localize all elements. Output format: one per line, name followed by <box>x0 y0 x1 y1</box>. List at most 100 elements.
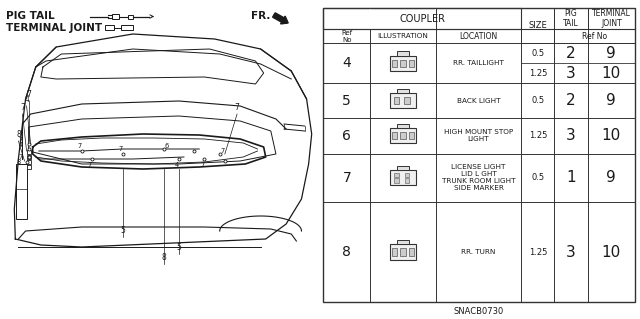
Text: 9: 9 <box>607 46 616 61</box>
Bar <box>17 164 27 219</box>
Text: 6: 6 <box>164 143 169 149</box>
Text: 7: 7 <box>19 137 22 143</box>
Text: 0.5: 0.5 <box>531 49 545 58</box>
Text: LOCATION: LOCATION <box>460 32 498 41</box>
Text: PIG
TAIL: PIG TAIL <box>563 9 579 28</box>
Bar <box>409 60 414 67</box>
Text: 0.5: 0.5 <box>531 173 545 182</box>
Text: COUPLER: COUPLER <box>399 14 445 24</box>
Text: 1.25: 1.25 <box>529 131 547 140</box>
Bar <box>390 170 417 185</box>
Bar <box>554 9 555 29</box>
Text: 8: 8 <box>342 245 351 259</box>
Text: Ref No: Ref No <box>582 32 607 41</box>
Text: 7: 7 <box>235 103 239 112</box>
Bar <box>397 89 409 93</box>
Bar <box>397 124 409 128</box>
Text: BACK LIGHT: BACK LIGHT <box>457 98 500 103</box>
Text: 7: 7 <box>200 162 204 168</box>
Bar <box>390 128 417 143</box>
Text: LICENSE LIGHT: LICENSE LIGHT <box>451 164 506 170</box>
Text: 6: 6 <box>342 129 351 143</box>
Text: RR. TURN: RR. TURN <box>461 249 496 255</box>
Text: 7: 7 <box>342 171 351 185</box>
Text: SNACB0730: SNACB0730 <box>454 307 504 316</box>
Text: 5: 5 <box>177 243 181 252</box>
Text: 4: 4 <box>342 56 351 70</box>
Text: 2: 2 <box>566 46 576 61</box>
Text: 3: 3 <box>566 128 576 143</box>
Text: 1: 1 <box>566 170 576 185</box>
Bar <box>397 166 409 170</box>
Text: 1.25: 1.25 <box>529 69 547 78</box>
Bar <box>397 240 409 244</box>
Bar <box>404 178 410 183</box>
Bar <box>394 173 399 177</box>
Text: 4: 4 <box>24 95 29 104</box>
Text: 7: 7 <box>118 146 123 152</box>
Text: 1.25: 1.25 <box>529 248 547 256</box>
Bar <box>323 8 522 29</box>
Text: 7: 7 <box>26 90 31 99</box>
Text: 9: 9 <box>607 93 616 108</box>
Text: 10: 10 <box>602 66 621 81</box>
Text: SIZE: SIZE <box>529 21 547 30</box>
Bar <box>128 14 133 19</box>
Bar <box>120 25 134 30</box>
Text: RR. TAILLIGHT: RR. TAILLIGHT <box>453 60 504 66</box>
Text: 4: 4 <box>175 162 179 168</box>
Text: PIG TAIL: PIG TAIL <box>6 11 55 21</box>
Bar <box>522 8 554 43</box>
Text: LID L GHT: LID L GHT <box>461 171 497 177</box>
Text: 7: 7 <box>77 143 82 149</box>
Text: 7: 7 <box>20 103 25 112</box>
Text: 3: 3 <box>566 66 576 81</box>
Text: 8: 8 <box>161 253 166 262</box>
Bar <box>409 132 414 139</box>
Text: 0.5: 0.5 <box>531 96 545 105</box>
Text: 7: 7 <box>221 148 225 154</box>
Text: ILLUSTRATION: ILLUSTRATION <box>378 33 429 39</box>
Text: TRUNK ROOM LIGHT: TRUNK ROOM LIGHT <box>442 178 515 184</box>
Bar <box>397 51 409 56</box>
Bar <box>390 56 417 71</box>
Bar <box>409 248 414 256</box>
Text: 3: 3 <box>566 244 576 260</box>
Bar <box>394 97 399 104</box>
Text: 10: 10 <box>602 128 621 143</box>
Bar <box>404 173 410 177</box>
Bar <box>401 248 406 256</box>
Text: 10: 10 <box>602 244 621 260</box>
Bar <box>394 178 399 183</box>
Text: 2: 2 <box>566 93 576 108</box>
Bar <box>554 8 588 29</box>
Bar <box>587 30 588 43</box>
Bar <box>390 244 417 260</box>
Bar <box>554 29 635 43</box>
Bar <box>392 132 397 139</box>
Text: TERMINAL
JOINT: TERMINAL JOINT <box>592 9 631 28</box>
Bar <box>588 8 635 29</box>
Text: 9: 9 <box>607 170 616 185</box>
Bar <box>401 132 406 139</box>
Bar <box>404 97 410 104</box>
Text: 7: 7 <box>88 162 92 168</box>
Text: LIGHT: LIGHT <box>468 136 490 142</box>
Text: FR.: FR. <box>252 11 271 21</box>
Text: 7: 7 <box>19 154 22 160</box>
Text: SIDE MARKER: SIDE MARKER <box>454 185 504 191</box>
Bar <box>392 248 397 256</box>
Bar <box>370 9 371 29</box>
FancyArrow shape <box>273 13 288 24</box>
Text: 4: 4 <box>19 142 22 148</box>
Text: TERMINAL JOINT: TERMINAL JOINT <box>6 23 102 33</box>
Bar <box>435 9 436 29</box>
Bar <box>105 25 115 30</box>
Text: 5: 5 <box>120 226 125 235</box>
Text: HIGH MOUNT STOP: HIGH MOUNT STOP <box>444 129 513 135</box>
Bar <box>401 60 406 67</box>
Text: 8: 8 <box>16 159 20 165</box>
Text: 8: 8 <box>16 130 20 139</box>
Bar <box>113 14 118 19</box>
Bar <box>392 60 397 67</box>
